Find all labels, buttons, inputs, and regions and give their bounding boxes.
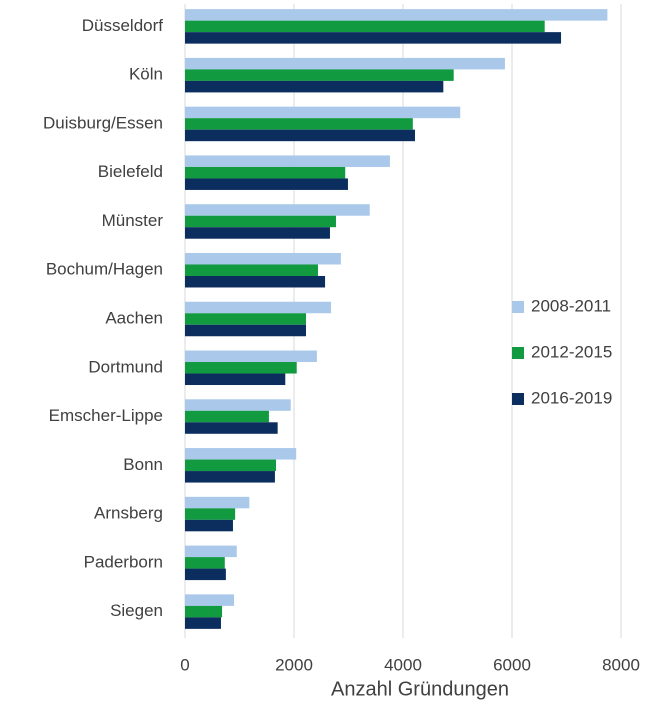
y-tick-label: Dortmund [88,357,163,376]
x-tick-label: 4000 [384,655,422,674]
bar [185,399,291,411]
y-tick-label: Münster [102,211,164,230]
bar [185,166,346,179]
y-tick-label: Siegen [110,601,163,620]
bar [185,545,237,558]
bar [185,459,277,472]
y-tick-label: Arnsberg [94,504,163,523]
legend-swatch [512,347,524,359]
bar [185,496,250,509]
x-tick-label: 6000 [493,655,531,674]
y-tick-label: Paderborn [84,552,163,571]
bar [185,410,269,423]
bar [185,264,318,276]
y-tick-label: Düsseldorf [82,16,164,35]
legend-label: 2008-2011 [531,296,611,315]
bar [185,362,297,374]
bar [185,106,461,119]
bar [185,57,505,70]
bar [185,508,236,520]
bar [185,605,223,618]
legend-label: 2016-2019 [531,388,612,407]
bar [185,301,332,314]
bar [185,594,235,606]
legend-label: 2012-2015 [531,342,612,361]
bar [185,20,545,33]
bar [185,422,278,434]
bar [185,324,306,337]
bar [185,69,454,81]
legend-swatch [512,301,524,313]
bar [185,80,444,93]
x-axis-label: Anzahl Gründungen [331,678,509,700]
y-tick-label: Bonn [123,455,163,474]
bar [185,519,233,532]
bar [185,215,336,228]
legend-swatch [512,393,524,405]
bar [185,118,413,130]
bar [185,617,221,629]
y-tick-label: Aachen [105,308,163,327]
bar [185,178,348,190]
x-tick-label: 8000 [602,655,640,674]
y-tick-label: Bielefeld [98,162,163,181]
bar [185,568,226,581]
bar [185,448,297,460]
y-tick-label: Bochum/Hagen [46,260,163,279]
bar [185,275,326,288]
bar [185,227,330,239]
bar [185,313,306,325]
bar [185,252,341,265]
bar [185,471,275,483]
bar [185,204,370,216]
bar [185,9,608,21]
bar [185,155,390,167]
bar [185,557,225,569]
y-tick-label: Duisburg/Essen [43,113,163,132]
x-tick-label: 0 [180,655,189,674]
y-tick-label: Köln [129,65,163,84]
bar [185,129,415,142]
x-tick-label: 2000 [275,655,313,674]
bar [185,32,562,44]
bar [185,373,286,386]
bar [185,350,317,363]
y-tick-label: Emscher-Lippe [49,406,163,425]
